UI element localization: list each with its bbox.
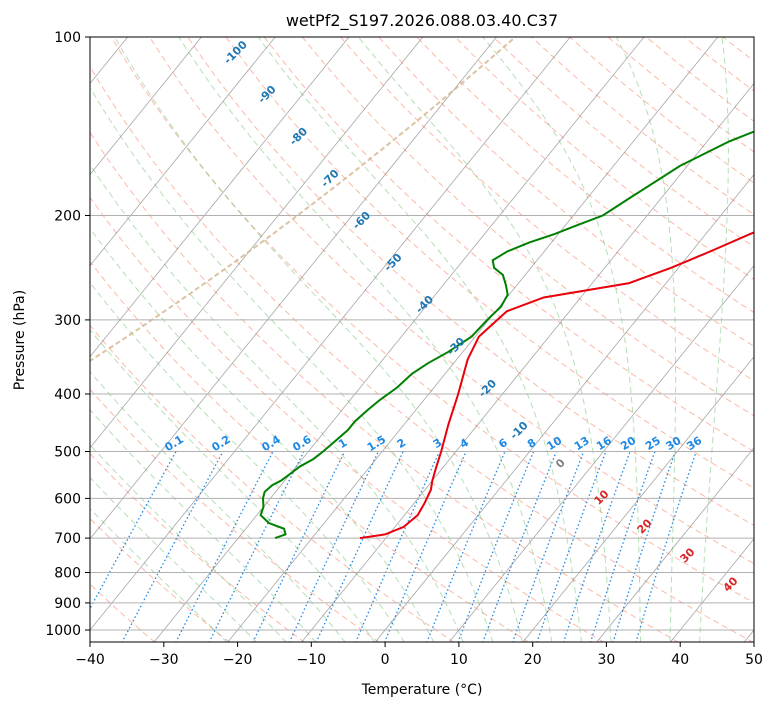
y-tick-label: 300 — [54, 313, 81, 329]
mixing-ratio-line — [121, 451, 224, 642]
y-tick-label: 900 — [54, 596, 81, 612]
dry-adiabat-line — [90, 388, 380, 642]
isotherm-line — [227, 37, 719, 642]
mixing-ratio-line — [562, 451, 631, 642]
moist-adiabat-line — [90, 86, 494, 642]
y-tick-label: 600 — [54, 491, 81, 507]
y-tick-label: 800 — [54, 566, 81, 582]
isotherm-line — [90, 37, 424, 449]
isotherm-line — [90, 37, 497, 540]
x-axis-title: Temperature (°C) — [361, 682, 483, 698]
mixing-ratio-line — [612, 451, 677, 642]
isotherm-line — [153, 37, 645, 642]
x-tick-label: −30 — [149, 652, 179, 668]
x-tick-label: 50 — [745, 652, 763, 668]
mixing-ratio-line — [90, 451, 177, 610]
mixing-ratio-line — [589, 451, 656, 642]
y-tick-label: 100 — [54, 30, 81, 46]
y-tick-label: 500 — [54, 445, 81, 461]
mixing-ratio-line — [208, 451, 305, 642]
isotherm-line — [374, 173, 754, 642]
chart-title: wetPf2_S197.2026.088.03.40.C37 — [286, 11, 558, 31]
moist-adiabat-line — [90, 476, 258, 642]
isotherm-line — [90, 37, 276, 267]
moist-adiabat-line — [178, 37, 553, 642]
moist-adiabat-line — [90, 507, 228, 642]
mixing-ratio-line — [457, 451, 535, 642]
isotherm-line — [90, 37, 202, 176]
isotherm-line — [448, 265, 754, 642]
dry-adiabat-line — [340, 37, 754, 382]
y-axis-title: Pressure (hPa) — [12, 290, 28, 390]
dry-adiabat-line — [90, 583, 156, 642]
moist-adiabat-line — [257, 37, 582, 642]
dry-adiabat-line — [263, 37, 754, 453]
mixing-ratio-line — [355, 451, 440, 642]
dry-adiabat-line — [90, 131, 679, 642]
isotherm-line — [90, 37, 350, 358]
dry-adiabat-line — [301, 37, 754, 417]
x-tick-label: −20 — [223, 652, 253, 668]
y-tick-label: 1000 — [45, 623, 81, 639]
moist-adiabat-line — [90, 370, 346, 642]
y-axis-ticks: 100 200 300 400 500 600 700 800 900 1000 — [45, 30, 90, 639]
y-tick-label: 200 — [54, 209, 81, 225]
moist-adiabat-line — [90, 227, 435, 642]
x-tick-label: 40 — [671, 652, 689, 668]
mixing-ratio-line — [536, 451, 607, 642]
dry-adiabats — [90, 37, 754, 642]
moist-adiabat-line — [357, 37, 612, 642]
x-tick-label: 30 — [597, 652, 615, 668]
dry-adiabat-line — [90, 196, 605, 642]
data-series — [259, 130, 754, 540]
isotherm-line — [596, 447, 754, 642]
isotherm-line — [522, 356, 754, 642]
moist-adiabat-line — [482, 37, 641, 642]
plot-frame — [89, 36, 755, 643]
y-tick-label: 400 — [54, 387, 81, 403]
x-tick-label: −10 — [297, 652, 327, 668]
plot-area: 0.1 0.2 0.4 0.6 1 1.5 2 3 4 6 8 10 13 16 20 25 30 36-100-… — [90, 37, 754, 642]
isotherm-line — [669, 538, 754, 642]
x-tick-label: 20 — [524, 652, 542, 668]
moist-adiabat-line — [699, 37, 729, 642]
dry-adiabat-line — [90, 324, 455, 642]
y-tick-label: 700 — [54, 531, 81, 547]
moist-adiabat-line — [90, 163, 464, 642]
moist-adiabat-line — [114, 37, 523, 642]
moist-adiabat-line — [615, 37, 677, 642]
isotherm-line — [90, 37, 571, 631]
mixing-ratio-line — [482, 451, 557, 642]
x-axis-ticks: −40 −30 −20 −10 0 10 20 30 40 50 — [75, 642, 763, 668]
pressure-gridlines — [90, 37, 754, 631]
x-tick-label: −40 — [75, 652, 105, 668]
mixing-ratio-line — [426, 451, 506, 642]
temperature-line — [359, 231, 754, 540]
dewpoint-line — [259, 130, 754, 540]
dry-adiabat-line — [378, 37, 754, 347]
isotherms — [90, 37, 754, 642]
isotherm-line — [301, 82, 754, 642]
mixing-ratio-line — [512, 451, 585, 642]
x-tick-label: 0 — [381, 652, 390, 668]
x-tick-label: 10 — [450, 652, 468, 668]
mixing-ratio-line — [635, 451, 697, 642]
moist-adiabats — [90, 37, 729, 642]
moist-adiabat-line — [90, 329, 376, 642]
